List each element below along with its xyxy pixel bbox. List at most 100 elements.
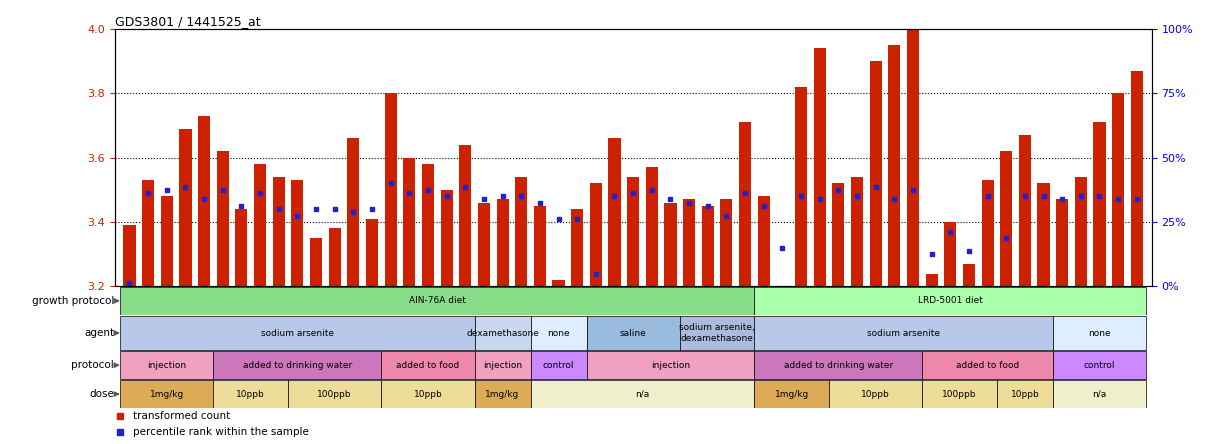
Bar bbox=[198, 116, 210, 286]
Text: n/a: n/a bbox=[636, 389, 650, 399]
Bar bbox=[531, 380, 755, 408]
Text: 10ppb: 10ppb bbox=[236, 389, 265, 399]
Bar bbox=[440, 190, 452, 286]
Bar bbox=[478, 203, 490, 286]
Bar bbox=[757, 196, 769, 286]
Text: percentile rank within the sample: percentile rank within the sample bbox=[133, 427, 309, 437]
Bar bbox=[121, 316, 475, 350]
Bar bbox=[121, 287, 755, 315]
Text: 100ppb: 100ppb bbox=[942, 389, 977, 399]
Bar bbox=[925, 274, 938, 286]
Text: growth protocol: growth protocol bbox=[31, 296, 115, 306]
Bar bbox=[475, 351, 531, 379]
Bar bbox=[475, 380, 531, 408]
Bar bbox=[755, 287, 1146, 315]
Bar bbox=[123, 225, 135, 286]
Bar bbox=[531, 351, 586, 379]
Text: 10ppb: 10ppb bbox=[1011, 389, 1040, 399]
Bar bbox=[586, 316, 680, 350]
Text: transformed count: transformed count bbox=[133, 411, 230, 421]
Text: 1mg/kg: 1mg/kg bbox=[774, 389, 809, 399]
Bar bbox=[1019, 135, 1031, 286]
Bar bbox=[944, 222, 956, 286]
Bar bbox=[534, 206, 546, 286]
Text: 10ppb: 10ppb bbox=[414, 389, 443, 399]
Bar bbox=[422, 164, 434, 286]
Bar bbox=[121, 351, 213, 379]
Text: sodium arsenite: sodium arsenite bbox=[867, 329, 941, 337]
Bar bbox=[235, 209, 247, 286]
Bar bbox=[365, 219, 377, 286]
Bar bbox=[755, 316, 1053, 350]
Bar bbox=[1075, 177, 1087, 286]
Bar bbox=[121, 380, 213, 408]
Bar bbox=[310, 238, 322, 286]
Text: 1mg/kg: 1mg/kg bbox=[150, 389, 185, 399]
Text: 1mg/kg: 1mg/kg bbox=[486, 389, 520, 399]
Bar bbox=[851, 177, 863, 286]
Bar bbox=[702, 206, 714, 286]
Text: injection: injection bbox=[651, 361, 690, 370]
Bar bbox=[645, 167, 657, 286]
Text: LRD-5001 diet: LRD-5001 diet bbox=[918, 296, 983, 305]
Bar bbox=[381, 351, 475, 379]
Text: dexamethasone: dexamethasone bbox=[467, 329, 539, 337]
Bar bbox=[923, 351, 1053, 379]
Bar bbox=[381, 380, 475, 408]
Bar bbox=[586, 351, 755, 379]
Bar bbox=[254, 164, 267, 286]
Bar bbox=[160, 196, 172, 286]
Text: sodium arsenite: sodium arsenite bbox=[260, 329, 334, 337]
Bar bbox=[403, 158, 415, 286]
Bar bbox=[755, 380, 829, 408]
Bar bbox=[459, 145, 472, 286]
Bar bbox=[328, 229, 341, 286]
Bar bbox=[1000, 151, 1012, 286]
Bar bbox=[180, 129, 192, 286]
Text: 100ppb: 100ppb bbox=[317, 389, 352, 399]
Bar bbox=[832, 183, 844, 286]
Text: saline: saline bbox=[620, 329, 646, 337]
Bar bbox=[739, 122, 751, 286]
Bar bbox=[1112, 93, 1124, 286]
Bar bbox=[497, 199, 509, 286]
Bar bbox=[907, 26, 919, 286]
Bar bbox=[680, 316, 755, 350]
Text: added to drinking water: added to drinking water bbox=[784, 361, 892, 370]
Bar bbox=[217, 151, 229, 286]
Bar bbox=[515, 177, 527, 286]
Text: dose: dose bbox=[89, 389, 115, 399]
Bar bbox=[1053, 380, 1146, 408]
Bar bbox=[665, 203, 677, 286]
Bar bbox=[982, 180, 994, 286]
Bar bbox=[829, 380, 923, 408]
Text: added to food: added to food bbox=[956, 361, 1019, 370]
Bar bbox=[683, 199, 695, 286]
Text: agent: agent bbox=[84, 328, 115, 338]
Bar bbox=[609, 139, 621, 286]
Bar bbox=[1037, 183, 1049, 286]
Text: control: control bbox=[1084, 361, 1116, 370]
Text: none: none bbox=[548, 329, 570, 337]
Bar bbox=[1094, 122, 1106, 286]
Bar bbox=[923, 380, 997, 408]
Text: 10ppb: 10ppb bbox=[861, 389, 890, 399]
Bar bbox=[997, 380, 1053, 408]
Bar bbox=[292, 180, 304, 286]
Bar bbox=[720, 199, 732, 286]
Bar bbox=[531, 316, 586, 350]
Bar bbox=[385, 93, 397, 286]
Text: injection: injection bbox=[147, 361, 187, 370]
Text: AIN-76A diet: AIN-76A diet bbox=[409, 296, 466, 305]
Bar bbox=[590, 183, 602, 286]
Text: n/a: n/a bbox=[1093, 389, 1107, 399]
Text: added to food: added to food bbox=[397, 361, 459, 370]
Bar bbox=[273, 177, 285, 286]
Bar bbox=[870, 61, 882, 286]
Text: none: none bbox=[1088, 329, 1111, 337]
Bar bbox=[1053, 351, 1146, 379]
Bar bbox=[347, 139, 359, 286]
Bar bbox=[1053, 316, 1146, 350]
Bar bbox=[1131, 71, 1143, 286]
Text: injection: injection bbox=[484, 361, 522, 370]
